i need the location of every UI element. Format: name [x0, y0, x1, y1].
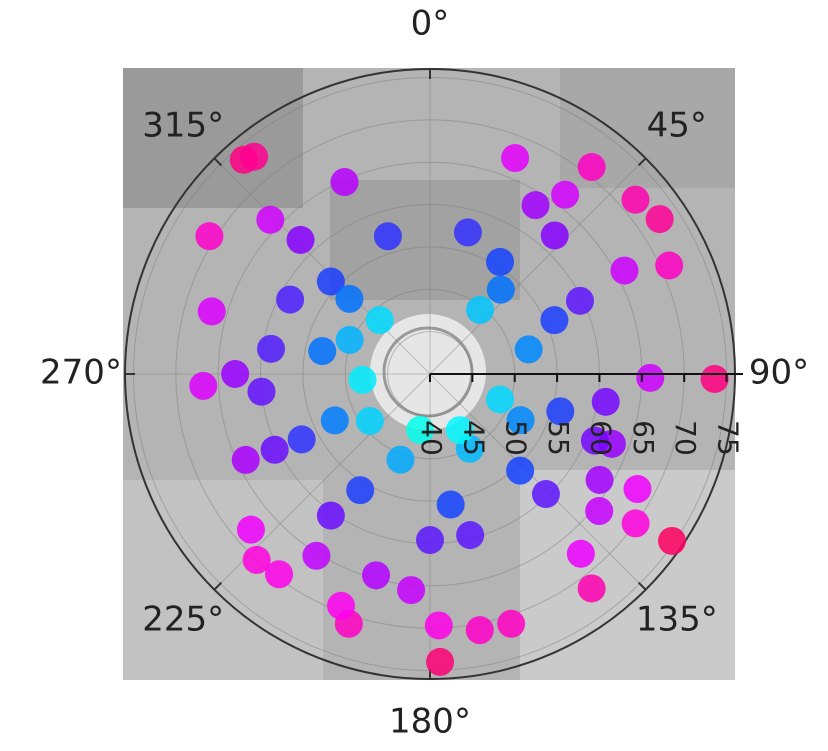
point [321, 406, 349, 434]
point [288, 425, 316, 453]
point [195, 222, 223, 250]
point [256, 206, 284, 234]
point [276, 286, 304, 314]
point [336, 326, 364, 354]
point [416, 526, 444, 554]
point [636, 364, 664, 392]
radial-tick-label: 40 [415, 420, 448, 456]
point [374, 222, 402, 250]
radial-tick-label: 60 [584, 420, 617, 456]
radial-tick-label: 65 [627, 420, 660, 456]
point [221, 360, 249, 388]
point [397, 576, 425, 604]
point [540, 306, 568, 334]
point [610, 257, 638, 285]
point [592, 388, 620, 416]
point [567, 540, 595, 568]
point [655, 252, 683, 280]
radial-tick-label: 55 [542, 420, 575, 456]
point [623, 475, 651, 503]
point [578, 574, 606, 602]
point [506, 457, 534, 485]
point [497, 610, 525, 638]
point [532, 480, 560, 508]
point [466, 616, 494, 644]
angular-tick-label: 90° [749, 353, 809, 393]
point [621, 186, 649, 214]
point [566, 287, 594, 315]
point [386, 446, 414, 474]
point [237, 516, 265, 544]
point [551, 181, 579, 209]
point [356, 407, 384, 435]
point [362, 561, 390, 589]
point [335, 285, 363, 313]
radial-tick-label: 70 [669, 420, 702, 456]
point [189, 372, 217, 400]
point [348, 366, 376, 394]
point [487, 276, 515, 304]
point [198, 297, 226, 325]
point [486, 248, 514, 276]
angular-tick-label: 135° [636, 599, 718, 639]
chart: 0° 45° 90° 135° 180° 225° 270° 315° 4045 505560 65… [0, 0, 828, 751]
point [701, 365, 729, 393]
angular-tick-label: 45° [647, 106, 707, 146]
point [425, 611, 453, 639]
point [578, 153, 606, 181]
point [486, 385, 514, 413]
point [261, 436, 289, 464]
angular-tick-label: 270° [40, 353, 122, 393]
point [302, 542, 330, 570]
point [622, 509, 650, 537]
point [265, 560, 293, 588]
point [346, 476, 374, 504]
point [437, 491, 465, 519]
radial-tick-label: 45 [457, 420, 490, 456]
point [454, 218, 482, 246]
point [426, 648, 454, 676]
point [317, 502, 345, 530]
radial-tick-label: 50 [500, 420, 533, 456]
point [247, 378, 275, 406]
point [327, 592, 355, 620]
point [586, 466, 614, 494]
point [240, 143, 268, 171]
angular-tick-label: 225° [142, 599, 224, 639]
point [308, 337, 336, 365]
point [658, 527, 686, 555]
point [331, 168, 359, 196]
point [515, 335, 543, 363]
point [541, 221, 569, 249]
point [522, 191, 550, 219]
point [646, 205, 674, 233]
angular-tick-label: 315° [142, 106, 224, 146]
radial-tick-label: 75 [712, 420, 745, 456]
point [287, 226, 315, 254]
angular-tick-label: 0° [411, 4, 450, 44]
point [232, 446, 260, 474]
point [366, 306, 394, 334]
point [456, 521, 484, 549]
angular-tick-label: 180° [389, 702, 471, 742]
point [466, 296, 494, 324]
point [257, 335, 285, 363]
point [501, 144, 529, 172]
point [585, 497, 613, 525]
